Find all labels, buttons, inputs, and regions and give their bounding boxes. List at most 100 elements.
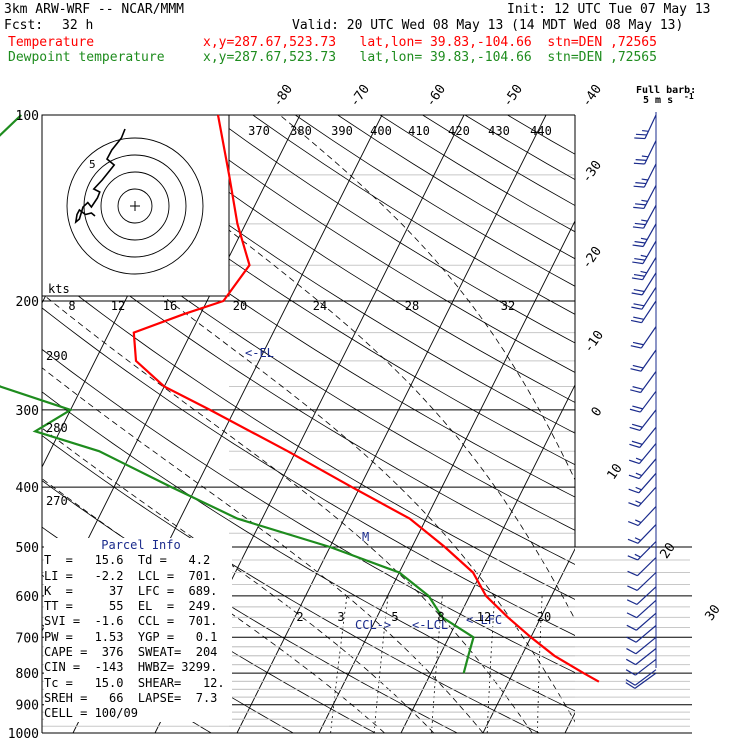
- dry-adiabat: [379, 115, 575, 233]
- wind-barb-half: [641, 199, 648, 202]
- wind-barb: [634, 114, 657, 140]
- wind-barb: [625, 672, 657, 689]
- wind-barb: [631, 286, 657, 310]
- wind-barb-flag: [630, 389, 641, 394]
- wind-barb-staff: [635, 658, 657, 676]
- wind-barb-flag: [633, 316, 644, 320]
- hodograph-speed-label: 20: [233, 299, 247, 313]
- wind-barb-staff: [643, 163, 657, 188]
- wind-barb-half: [635, 457, 643, 462]
- wind-barb-half: [634, 537, 642, 541]
- wind-barb-staff: [640, 349, 657, 372]
- temperature-tick-label: 0: [589, 404, 606, 419]
- wind-barb: [628, 506, 657, 527]
- mixing-ratio-label: 3: [337, 610, 344, 624]
- hodograph-ring: [117, 188, 153, 224]
- dewpoint-location: x,y=287.67,523.73 lat,lon= 39.83,-104.66…: [203, 50, 657, 65]
- temperature-location: x,y=287.67,523.73 lat,lon= 39.83,-104.66…: [203, 35, 657, 50]
- wind-barb: [625, 669, 657, 686]
- temperature-tick-label: 10: [604, 461, 625, 482]
- parcel-info-row: SVI = -1.6 CCL = 701.: [44, 614, 218, 629]
- wind-barb-flag: [627, 570, 638, 577]
- theta-label: 440: [530, 124, 552, 138]
- wind-barb-flag: [626, 599, 638, 605]
- dry-adiabat: [82, 115, 575, 434]
- wind-barb-staff: [637, 506, 657, 526]
- wind-barb-half: [642, 129, 649, 132]
- theta-label: 420: [448, 124, 470, 138]
- wind-barb: [626, 586, 657, 605]
- wind-barb-flag: [628, 521, 639, 527]
- dry-adiabat: [167, 115, 575, 373]
- wind-barb-half: [635, 486, 642, 491]
- wind-barb-flag: [632, 386, 644, 390]
- parcel-info-row: CIN = -143 HWBZ= 3299.: [44, 660, 218, 675]
- wind-barb-flag: [631, 306, 643, 310]
- wind-barb: [627, 524, 657, 544]
- isotherm: [318, 219, 575, 733]
- wind-barb: [625, 658, 657, 676]
- wind-barb-staff: [642, 240, 657, 264]
- wind-barb-staff: [637, 524, 657, 544]
- hodograph-ring-label: 5: [89, 158, 96, 171]
- wind-barb: [631, 272, 657, 296]
- wind-barb: [627, 541, 657, 561]
- wind-barb-flag: [628, 488, 640, 494]
- wind-barb: [625, 648, 657, 666]
- parcel-info-row: K = 37 LFC = 689.: [44, 583, 218, 598]
- wind-barb-flag: [634, 240, 646, 244]
- legend-temperature: Temperature: [8, 35, 95, 50]
- pressure-label: 200: [16, 295, 39, 310]
- parcel-info-panel: Parcel Info T = 15.6 Td = 4.2 LI = -2.2 L…: [44, 538, 232, 722]
- wind-barb-flag: [625, 669, 636, 676]
- wind-barb-flag: [633, 206, 645, 210]
- mixing-ratio-label: 2: [296, 610, 303, 624]
- ccl-marker: CCL->: [355, 618, 391, 632]
- pressure-label: 600: [16, 590, 39, 605]
- hodograph-speed-label: 28: [405, 299, 419, 313]
- wind-barb-flag: [628, 502, 639, 507]
- hodograph-units: kts: [48, 282, 70, 296]
- wind-barb-half: [635, 500, 642, 504]
- isotherm: [236, 115, 547, 733]
- wind-barb-staff: [639, 409, 657, 431]
- lfc-marker: <-LFC: [466, 613, 502, 627]
- hodograph-trace: [74, 128, 126, 224]
- parcel-info-row: TT = 55 EL = 249.: [44, 599, 218, 614]
- wind-barb-staff: [634, 672, 657, 689]
- isotherm: [647, 115, 740, 733]
- wind-barb-flag: [635, 159, 647, 161]
- hodograph-ring: [66, 137, 204, 275]
- wind-barb: [626, 636, 657, 655]
- wind-barb-staff: [644, 114, 657, 139]
- temperature-tick-label: -60: [423, 82, 449, 110]
- temperature-tick-label: -70: [347, 82, 373, 110]
- wind-barb-units: 5 m s: [643, 95, 673, 106]
- wind-barb: [628, 443, 657, 465]
- dry-adiabat: [210, 115, 575, 344]
- wind-barb-flag: [631, 440, 643, 445]
- forecast-hours: 32 h: [62, 18, 94, 33]
- wind-barb-staff: [643, 205, 657, 229]
- wind-barb: [626, 599, 657, 619]
- dry-adiabat: [125, 115, 575, 403]
- wind-barb-half: [641, 219, 648, 222]
- wind-barb-flag: [635, 203, 646, 206]
- wind-barb-staff: [643, 185, 657, 209]
- wind-barb: [632, 205, 657, 229]
- theta-label: 370: [248, 124, 270, 138]
- hodograph-speed-label: 24: [313, 299, 327, 313]
- forecast-label: Fcst:: [4, 18, 44, 33]
- wind-barb-flag: [633, 185, 645, 188]
- dry-adiabat: [507, 115, 575, 155]
- wind-barb-half: [634, 519, 642, 524]
- wind-barb-staff: [637, 557, 657, 577]
- wind-barb-flag: [629, 426, 641, 431]
- theta-label: 430: [488, 124, 510, 138]
- wind-barb-flag: [628, 459, 640, 465]
- theta-label: 390: [331, 124, 353, 138]
- m-marker: M: [362, 530, 369, 544]
- temperature-tick-label: -50: [500, 82, 526, 110]
- isotherm: [400, 383, 575, 733]
- dry-adiabat: [337, 115, 575, 260]
